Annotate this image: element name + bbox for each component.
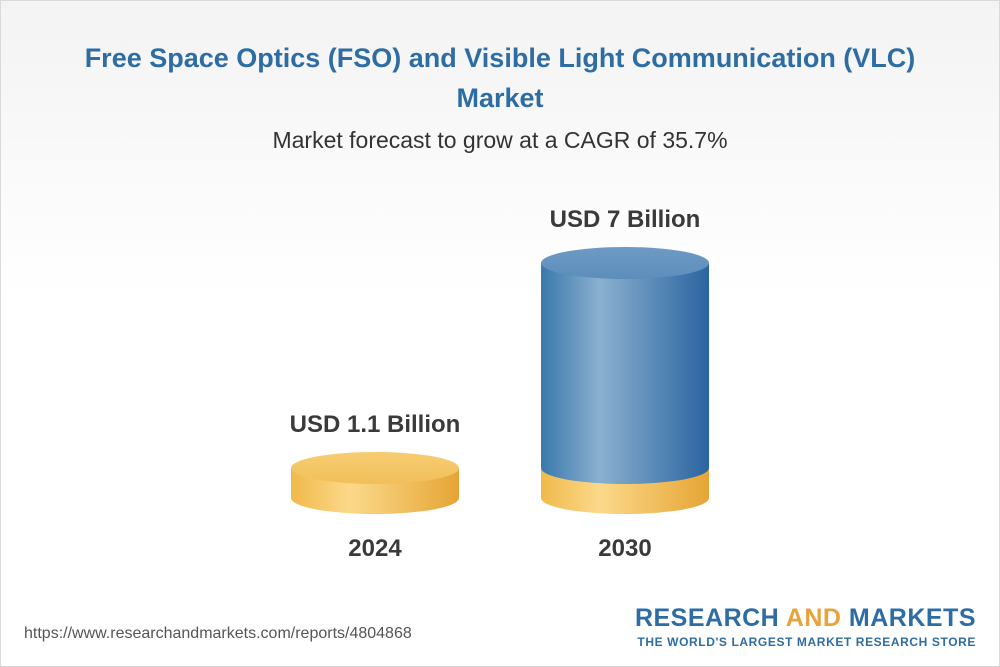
source-url[interactable]: https://www.researchandmarkets.com/repor… — [24, 625, 412, 642]
brand-logo: RESEARCH AND MARKETS THE WORLD'S LARGEST… — [635, 604, 976, 649]
cylinder-chart: USD 1.1 Billion 2024 USD 7 Billion 2030 — [290, 206, 709, 562]
value-label: USD 1.1 Billion — [290, 411, 461, 438]
year-label: 2024 — [348, 535, 402, 562]
brand-name-part1: RESEARCH — [634, 604, 786, 632]
year-label: 2030 — [598, 535, 651, 562]
bar-top-cap — [291, 452, 459, 484]
brand-tagline: THE WORLD'S LARGEST MARKET RESEARCH STOR… — [637, 635, 976, 649]
bar-top-cap — [541, 247, 709, 279]
brand-name: RESEARCH AND MARKETS — [635, 604, 976, 633]
brand-name-part3: MARKETS — [841, 604, 976, 632]
chart-subtitle: Market forecast to grow at a CAGR of 35.… — [272, 127, 728, 153]
brand-name-accent: AND — [785, 604, 842, 632]
chart-title: Free Space Optics (FSO) and Visible Ligh… — [84, 43, 916, 113]
value-label: USD 7 Billion — [550, 206, 701, 233]
bar-2030: USD 7 Billion 2030 — [541, 206, 709, 562]
bar-2024: USD 1.1 Billion 2024 — [290, 411, 461, 562]
bar-body-side — [541, 263, 709, 484]
